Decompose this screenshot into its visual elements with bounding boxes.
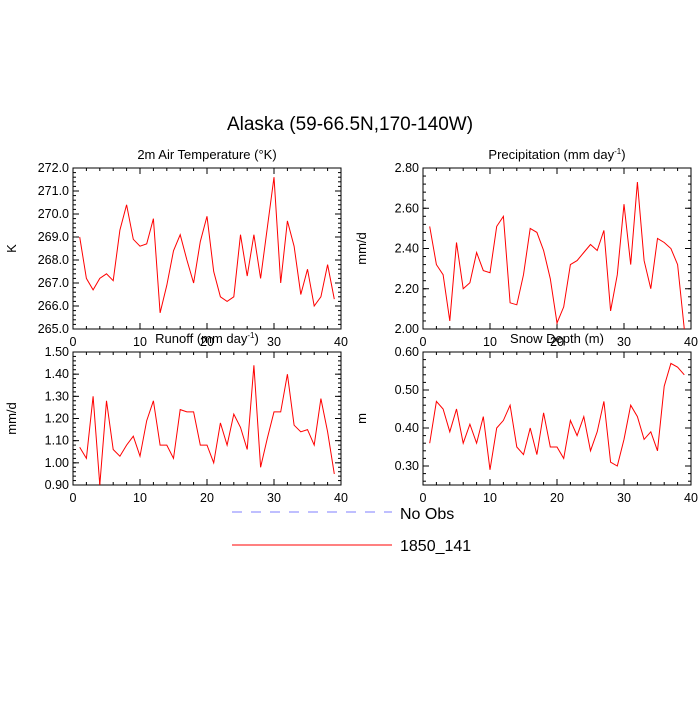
x-tick-label: 20 [550,335,564,349]
panel-title-superscript: -1 [247,331,255,340]
x-tick-label: 40 [684,335,698,349]
y-axis-label: mm/d [4,402,19,435]
y-tick-label: 268.0 [38,253,69,267]
x-tick-label: 0 [420,335,427,349]
y-tick-label: 2.80 [395,161,419,175]
x-tick-label: 0 [70,491,77,505]
legend-label-no-obs: No Obs [400,506,454,523]
y-tick-label: 267.0 [38,276,69,290]
y-tick-label: 266.0 [38,299,69,313]
series-line-1850-141 [429,182,685,330]
chart-panel-1: 2m Air Temperature (°K) K 265.0 266.0 267.0 2… [4,147,348,349]
x-tick-label: 10 [133,335,147,349]
y-tick-label: 0.60 [395,345,419,359]
chart-panel-4: Snow Depth (m)m0.300.400.500.600 10 20 30 40 [354,331,698,505]
panel-title: Precipitation (mm day-1) [488,147,625,162]
x-tick-label: 30 [617,335,631,349]
x-tick-label: 40 [334,335,348,349]
y-tick-label: 271.0 [38,184,69,198]
y-tick-label: 270.0 [38,207,69,221]
y-tick-label: 0.90 [45,478,69,492]
plot-frame [422,351,692,486]
y-axis-label: K [4,244,19,253]
legend-label-1850-141: 1850_141 [400,538,471,555]
y-tick-label: 1.00 [45,456,69,470]
x-tick-label: 0 [420,491,427,505]
x-tick-label: 10 [483,491,497,505]
x-tick-label: 0 [70,335,77,349]
x-tick-label: 30 [267,491,281,505]
chart-panel-2: Precipitation (mm day-1) mm/d 2.00 2.20 2.40… [354,147,698,349]
y-tick-label: 272.0 [38,161,69,175]
y-tick-label: 265.0 [38,322,69,336]
panel-title: Runoff (mm day-1) [155,331,259,346]
panel-title: 2m Air Temperature (°K) [137,147,276,162]
y-tick-label: 0.30 [395,459,419,473]
x-tick-label: 20 [200,491,214,505]
plot-frame [422,167,692,330]
legend: No Obs 1850_141 [232,506,471,555]
x-tick-label: 20 [550,491,564,505]
series-line-1850-141 [429,362,685,470]
y-tick-label: 1.30 [45,389,69,403]
chart-panel-3: Runoff (mm day-1) mm/d 0.90 1.00 1.10 1.20 1.3… [4,331,348,505]
x-tick-label: 30 [617,491,631,505]
y-axis-label: m [354,413,369,424]
x-tick-label: 40 [334,491,348,505]
y-tick-label: 0.50 [395,383,419,397]
figure-title: Alaska (59-66.5N,170-140W) [227,114,473,135]
y-tick-label: 2.00 [395,322,419,336]
series-line-1850-141 [79,365,335,486]
y-tick-label: 0.40 [395,421,419,435]
x-tick-label: 40 [684,491,698,505]
y-tick-label: 2.60 [395,201,419,215]
plot-frame [72,167,342,330]
panel-title: Snow Depth (m) [510,331,604,346]
panel-title-end: ) [621,147,625,162]
y-tick-label: 269.0 [38,230,69,244]
y-tick-label: 1.50 [45,345,69,359]
y-tick-label: 1.40 [45,367,69,381]
x-tick-label: 10 [133,491,147,505]
panel-title-superscript: -1 [614,147,622,156]
panel-title-end: ) [255,331,259,346]
plot-frame [72,351,342,486]
series-line-1850-141 [79,177,335,314]
y-tick-label: 1.20 [45,412,69,426]
y-tick-label: 2.40 [395,242,419,256]
panels-group: 2m Air Temperature (°K) K 265.0 266.0 267.0 2… [4,147,698,505]
x-tick-label: 10 [483,335,497,349]
x-tick-label: 20 [200,335,214,349]
y-axis-label: mm/d [354,232,369,265]
y-tick-label: 1.10 [45,434,69,448]
y-tick-label: 2.20 [395,282,419,296]
x-tick-label: 30 [267,335,281,349]
